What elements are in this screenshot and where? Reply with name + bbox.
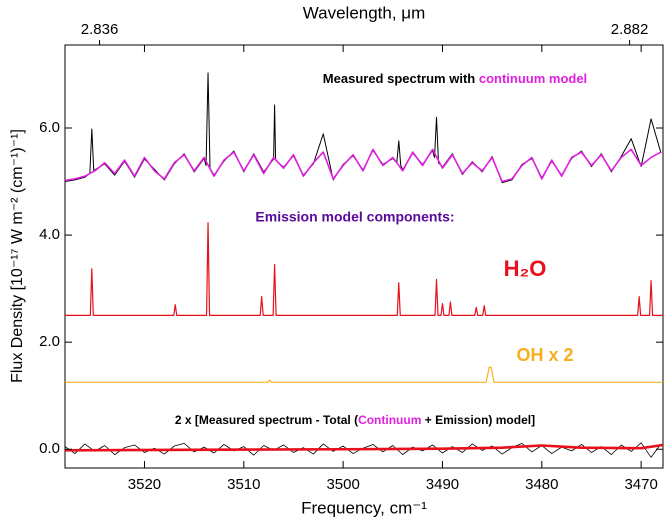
x-tick-label: 3490: [426, 476, 459, 493]
x2-tick-label: 2.882: [611, 21, 649, 38]
spectrum-line: [65, 148, 662, 183]
x-tick-label: 3520: [128, 476, 161, 493]
x2-tick-label: 2.836: [81, 21, 119, 38]
heading-part: 2 x [Measured spectrum - Total (: [175, 413, 358, 427]
x-axis-label: Frequency, cm⁻¹: [301, 498, 427, 517]
heading-part: Continuum: [358, 413, 421, 427]
plot-area: [65, 72, 663, 458]
y-tick-label: 6.0: [39, 119, 60, 136]
heading-part: Measured spectrum with: [323, 71, 479, 86]
y-axis-label: Flux Density [10⁻¹⁷ W m⁻² (cm⁻¹)⁻¹]: [9, 129, 26, 383]
x-tick-label: 3470: [624, 476, 657, 493]
plot-frame: [64, 44, 664, 469]
series-label: H₂O: [504, 256, 547, 281]
x-tick-label: 3500: [326, 476, 359, 493]
spectrum-line: [65, 366, 663, 383]
emission-heading: Emission model components:: [255, 209, 454, 225]
spectrum-line: [65, 72, 662, 184]
heading-part: continuum model: [479, 71, 587, 86]
x2-axis-label: Wavelength, μm: [303, 3, 426, 22]
y-tick-label: 4.0: [39, 226, 60, 243]
heading-part: + Emission) model]: [421, 413, 535, 427]
spectrum-line: [65, 443, 663, 452]
y-tick-label: 0.0: [39, 440, 60, 457]
x-tick-label: 3510: [227, 476, 260, 493]
x-tick-label: 3480: [525, 476, 558, 493]
residual-heading: 2 x [Measured spectrum - Total (Continuu…: [175, 413, 535, 427]
spectrum-line: [65, 222, 663, 316]
measured-heading: Measured spectrum with continuum model: [323, 71, 587, 86]
series-label: OH x 2: [516, 345, 573, 365]
y-tick-label: 2.0: [39, 333, 60, 350]
